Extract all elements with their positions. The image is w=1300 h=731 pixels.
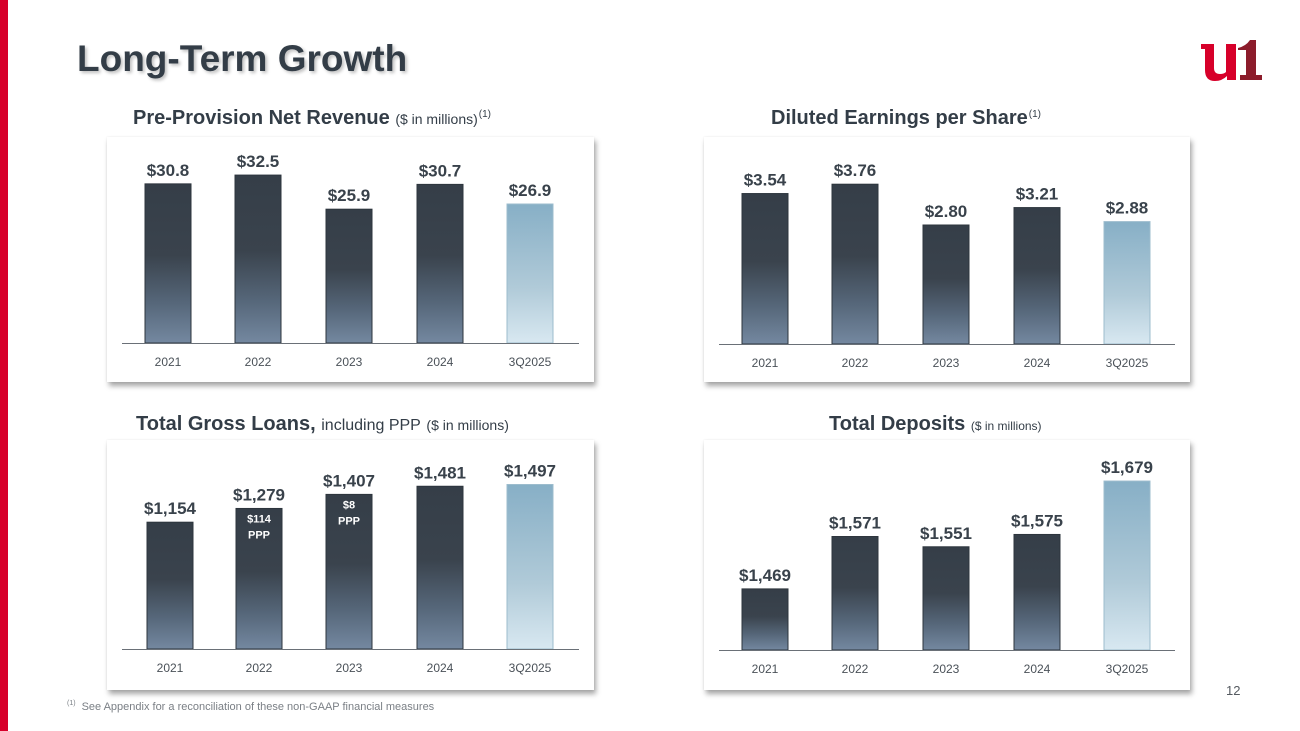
data-label: $3.21 — [1016, 185, 1059, 204]
bar-3Q2025 — [1103, 480, 1151, 651]
chart-title-deposits: Total Deposits ($ in millions) — [829, 413, 1042, 436]
bar-2021 — [146, 521, 194, 650]
chart-svg: $3.54 2021 $3.76 2022 $2.80 2023 $3.21 2024 $2.8… — [719, 161, 1175, 370]
data-label: $1,279 — [233, 485, 285, 504]
bar-2023 — [922, 224, 970, 345]
x-tick-label: 2022 — [246, 661, 273, 675]
data-label: $3.76 — [834, 161, 877, 180]
ppp-label: PPP — [338, 515, 360, 527]
x-tick-label: 2024 — [1024, 356, 1051, 370]
data-label: $30.7 — [419, 161, 462, 180]
chart-svg: $1,154 2021 $1,279 2022 $114 PPP $1,407 2023 $8 P… — [122, 462, 579, 675]
data-label: $30.8 — [147, 161, 190, 180]
data-label: $1,154 — [144, 499, 197, 518]
chart-title-text: Total Gross Loans, — [136, 413, 316, 435]
x-tick-label: 2022 — [245, 355, 272, 369]
x-tick-label: 2021 — [752, 356, 779, 370]
x-tick-label: 2021 — [155, 355, 182, 369]
chart-panel-loans: $1,154 2021 $1,279 2022 $114 PPP $1,407 2023 $8 P… — [107, 440, 594, 690]
chart-title-units: ($ in millions) — [970, 419, 1042, 433]
chart-title-units: ($ in millions) — [426, 417, 509, 433]
data-label: $1,551 — [920, 524, 972, 543]
chart-title-text: Diluted Earnings per Share — [771, 107, 1028, 129]
u1-logo-icon — [1201, 40, 1262, 81]
x-tick-label: 3Q2025 — [1106, 662, 1149, 676]
chart-title-text: Total Deposits — [829, 413, 966, 435]
x-tick-label: 3Q2025 — [509, 355, 552, 369]
footnote-ref: (1) — [1028, 109, 1041, 120]
data-label: $3.54 — [744, 171, 787, 190]
bar-2021 — [144, 183, 192, 344]
x-tick-label: 2024 — [1024, 662, 1051, 676]
x-tick-label: 2023 — [933, 662, 960, 676]
ppp-value-label: $8 — [343, 499, 355, 511]
data-label: $1,575 — [1011, 511, 1063, 530]
bar-3Q2025 — [506, 203, 554, 344]
x-tick-label: 2023 — [933, 356, 960, 370]
x-tick-label: 2022 — [842, 662, 869, 676]
footnote-ref: (1) — [478, 109, 492, 120]
bar-2022 — [831, 183, 879, 345]
footnote-marker: (1) — [67, 700, 76, 707]
data-label: $1,407 — [323, 471, 375, 490]
page-title: Long-Term Growth — [77, 38, 408, 79]
bar-2023 — [922, 546, 970, 651]
chart-panel-eps: $3.54 2021 $3.76 2022 $2.80 2023 $3.21 2024 $2.8… — [704, 137, 1190, 382]
bar-2024 — [1013, 207, 1061, 345]
bar-2024 — [416, 183, 464, 344]
bar-2021 — [741, 193, 789, 345]
bar-2021 — [741, 588, 789, 651]
bar-2023 — [325, 208, 373, 344]
x-tick-label: 2021 — [752, 662, 779, 676]
brand-accent-bar — [0, 0, 8, 731]
x-tick-label: 2023 — [336, 661, 363, 675]
bar-2023 — [325, 493, 373, 650]
bar-2024 — [416, 485, 464, 650]
data-label: $2.80 — [925, 202, 968, 221]
ppp-value-label: $114 — [247, 513, 272, 525]
data-label: $32.5 — [237, 152, 280, 171]
bar-2024 — [1013, 533, 1061, 651]
x-tick-label: 3Q2025 — [1106, 356, 1149, 370]
data-label: $1,497 — [504, 462, 556, 481]
chart-panel-deposits: $1,469 2021 $1,571 2022 $1,551 2023 $1,575 2024… — [704, 440, 1190, 690]
data-label: $1,679 — [1101, 458, 1153, 477]
data-label: $2.88 — [1106, 199, 1149, 218]
chart-title-text: Pre-Provision Net Revenue — [133, 107, 390, 129]
chart-panel-ppnr: $30.8 2021 $32.5 2022 $25.9 2023 $30.7 2024 $26.… — [107, 137, 594, 382]
x-tick-label: 2022 — [842, 356, 869, 370]
bar-3Q2025 — [506, 484, 554, 650]
ppp-label: PPP — [248, 529, 270, 541]
bar-3Q2025 — [1103, 221, 1151, 345]
bar-2022 — [235, 507, 283, 650]
page-number: 12 — [1226, 683, 1241, 698]
x-tick-label: 3Q2025 — [509, 661, 552, 675]
chart-title-eps: Diluted Earnings per Share(1) — [771, 107, 1041, 130]
chart-svg: $1,469 2021 $1,571 2022 $1,551 2023 $1,575 2024… — [719, 458, 1175, 676]
chart-title-loans: Total Gross Loans, including PPP ($ in m… — [136, 413, 509, 436]
chart-title-units: ($ in millions) — [395, 111, 478, 127]
x-tick-label: 2024 — [427, 355, 454, 369]
chart-title-ppnr: Pre-Provision Net Revenue ($ in millions… — [133, 107, 491, 130]
bar-2022 — [234, 174, 282, 344]
data-label: $1,481 — [414, 463, 466, 482]
data-label: $1,469 — [739, 566, 791, 585]
bar-2022 — [831, 536, 879, 651]
data-label: $1,571 — [829, 514, 881, 533]
footnote-text: See Appendix for a reconciliation of the… — [81, 701, 435, 713]
data-label: $26.9 — [509, 181, 552, 200]
footnote: (1) See Appendix for a reconciliation of … — [67, 700, 434, 713]
data-label: $25.9 — [328, 186, 371, 205]
x-tick-label: 2021 — [157, 661, 184, 675]
x-tick-label: 2023 — [336, 355, 363, 369]
x-tick-label: 2024 — [427, 661, 454, 675]
chart-svg: $30.8 2021 $32.5 2022 $25.9 2023 $30.7 2024 $26.… — [122, 152, 579, 369]
chart-title-qualifier: including PPP — [321, 417, 421, 434]
